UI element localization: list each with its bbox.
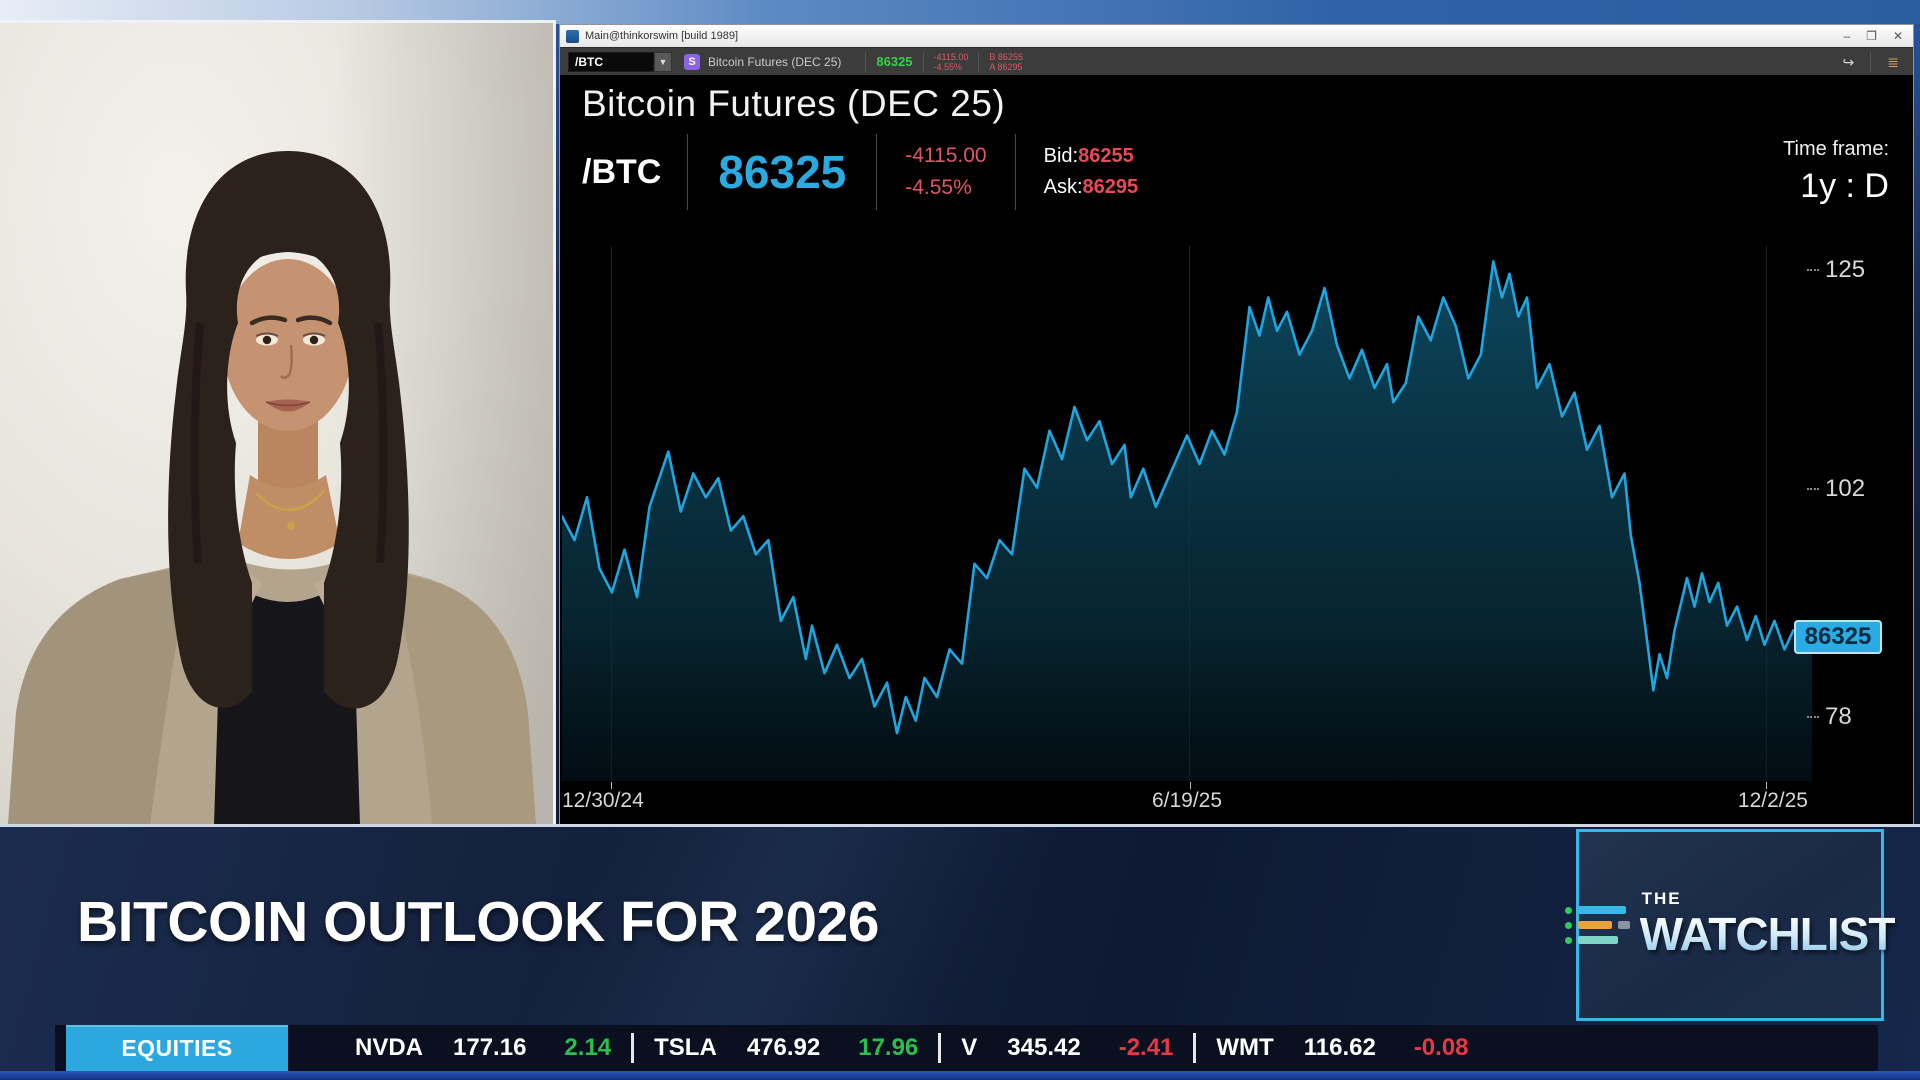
last-price-badge: 86325 [1794, 619, 1882, 654]
toolbar-divider [865, 51, 867, 72]
timeframe-control[interactable]: Time frame: 1y : D [1783, 138, 1903, 206]
ticker-price: 345.42 [1007, 1034, 1081, 1061]
quote-header-row: /BTC 86325 -4115.00 -4.55% Bid:86255 Ask… [582, 131, 1903, 213]
toolbar-change-stack: -4115.00 -4.55% [934, 52, 969, 72]
y-axis-label: 125 [1825, 256, 1866, 283]
ticker-separator [631, 1033, 635, 1063]
window-titlebar[interactable]: Main@thinkorswim [build 1989] – ❐ ✕ [560, 25, 1913, 47]
quote-toolbar: /BTC ▼ S Bitcoin Futures (DEC 25) 86325 … [560, 47, 1913, 75]
quote-bid-row: Bid:86255 [1043, 145, 1134, 167]
y-axis-tick [1807, 716, 1819, 718]
guest-webcam-panel [0, 20, 556, 825]
quote-last-price: 86325 [718, 146, 847, 198]
symbol-input[interactable]: /BTC [568, 51, 654, 72]
ticker-change: 2.14 [564, 1034, 612, 1061]
timeframe-value: 1y : D [1800, 167, 1889, 205]
toolbar-change: -4115.00 [933, 51, 969, 62]
quote-divider [876, 134, 878, 210]
quote-bid-value: 86255 [1078, 145, 1134, 167]
y-axis-tick [1807, 269, 1819, 271]
ticker-price: 476.92 [746, 1034, 821, 1061]
ticker-quote: TSLA 476.92 17.96 [654, 1034, 918, 1062]
ticker-quote: V 345.42 -2.41 [961, 1034, 1173, 1062]
y-axis-label: 78 [1825, 703, 1852, 730]
quote-ask-value: 86295 [1082, 176, 1139, 198]
quote-change-stack: -4115.00 -4.55% [877, 144, 1014, 200]
app-icon [566, 29, 579, 43]
x-axis-tick [1189, 782, 1191, 789]
ticker-price: 177.16 [453, 1034, 527, 1061]
toolbar-divider [978, 51, 980, 72]
window-title: Main@thinkorswim [build 1989] [585, 30, 739, 42]
chart-title: Bitcoin Futures (DEC 25) [582, 83, 1006, 124]
x-axis-date-label: 12/30/24 [562, 789, 644, 812]
logo-watchlist-text: WATCHLIST [1639, 908, 1897, 960]
lower-third: BITCOIN OUTLOOK FOR 2026 THE WATCHLIST E… [0, 827, 1920, 1080]
price-chart-plot[interactable] [562, 246, 1812, 781]
y-axis-label: 102 [1825, 474, 1866, 502]
quote-bidask-stack: Bid:86255 Ask:86295 [1016, 145, 1167, 199]
ticker-category-label: EQUITIES [121, 1034, 233, 1061]
x-axis-date-label: 6/19/25 [1151, 789, 1223, 812]
background-bottom-strip [0, 1071, 1920, 1080]
x-axis-date-label: 12/2/25 [1737, 789, 1808, 812]
quote-change: -4115.00 [905, 144, 987, 167]
ticker-quote: NVDA 177.16 2.14 [355, 1034, 611, 1062]
ticker-separator [938, 1033, 942, 1063]
minimize-button[interactable]: – [1843, 29, 1851, 43]
date-x-axis: 12/30/24 6/19/25 12/2/25 [562, 782, 1812, 815]
headline-banner: BITCOIN OUTLOOK FOR 2026 [77, 890, 879, 954]
quote-ask-row: Ask:86295 [1043, 176, 1139, 198]
ticker-symbol: NVDA [355, 1034, 424, 1061]
watchlist-list-icon [1564, 906, 1630, 944]
toolbar-instrument-label: Bitcoin Futures (DEC 25) [708, 54, 842, 69]
ticker-quote: WMT 116.62 -0.08 [1216, 1034, 1468, 1062]
ticker-change: 17.96 [858, 1034, 919, 1061]
close-button[interactable]: ✕ [1892, 29, 1903, 43]
ticker-symbol: WMT [1216, 1034, 1274, 1061]
quote-change-pct: -4.55% [905, 176, 972, 199]
shared-badge-icon[interactable]: S [684, 53, 700, 70]
quote-divider [687, 134, 689, 210]
ticker-change: -0.08 [1413, 1034, 1469, 1061]
share-icon[interactable]: ↪ [1842, 53, 1855, 70]
price-y-axis: 125 102 78 [1807, 246, 1885, 781]
watchlist-logo-box: THE WATCHLIST [1564, 829, 1896, 1021]
toolbar-change-pct: -4.55% [933, 61, 963, 72]
ticker-symbol: V [961, 1034, 978, 1061]
ticker-category-chip: EQUITIES [66, 1025, 288, 1071]
x-axis-tick [611, 782, 613, 789]
maximize-button[interactable]: ❐ [1866, 29, 1877, 43]
ticker-quotes: NVDA 177.16 2.14 TSLA 476.92 17.96 V 345.42 -2.4… [355, 1033, 1469, 1063]
y-axis-tick [1807, 487, 1819, 490]
timeframe-label: Time frame: [1783, 138, 1889, 160]
toolbar-bidask-stack: B 86255 A 86295 [989, 52, 1023, 72]
symbol-dropdown-caret-icon[interactable]: ▼ [654, 51, 672, 72]
ticker-separator [1193, 1033, 1197, 1063]
logo-the-text: THE [1641, 889, 1682, 908]
quote-symbol: /BTC [582, 152, 662, 191]
chart-area: Bitcoin Futures (DEC 25) /BTC 86325 -411… [560, 75, 1913, 824]
x-axis-tick [1766, 782, 1768, 789]
lower-third-separator [0, 824, 1920, 827]
ticker-price: 116.62 [1303, 1034, 1376, 1061]
stock-ticker-bar: EQUITIES NVDA 177.16 2.14 TSLA 476.92 17.96 V 3… [55, 1025, 1878, 1071]
toolbar-bid: B 86255 [989, 51, 1023, 62]
toolbar-divider [1870, 51, 1872, 72]
guest-portrait [0, 23, 553, 825]
toolbar-last-price: 86325 [876, 54, 913, 69]
thinkorswim-window: Main@thinkorswim [build 1989] – ❐ ✕ /BTC… [559, 24, 1914, 825]
quote-divider [1014, 134, 1016, 210]
menu-list-icon[interactable]: ≣ [1887, 53, 1899, 70]
ticker-symbol: TSLA [654, 1034, 717, 1061]
toolbar-ask: A 86295 [989, 61, 1023, 72]
ticker-change: -2.41 [1118, 1034, 1174, 1061]
toolbar-divider [922, 51, 924, 72]
